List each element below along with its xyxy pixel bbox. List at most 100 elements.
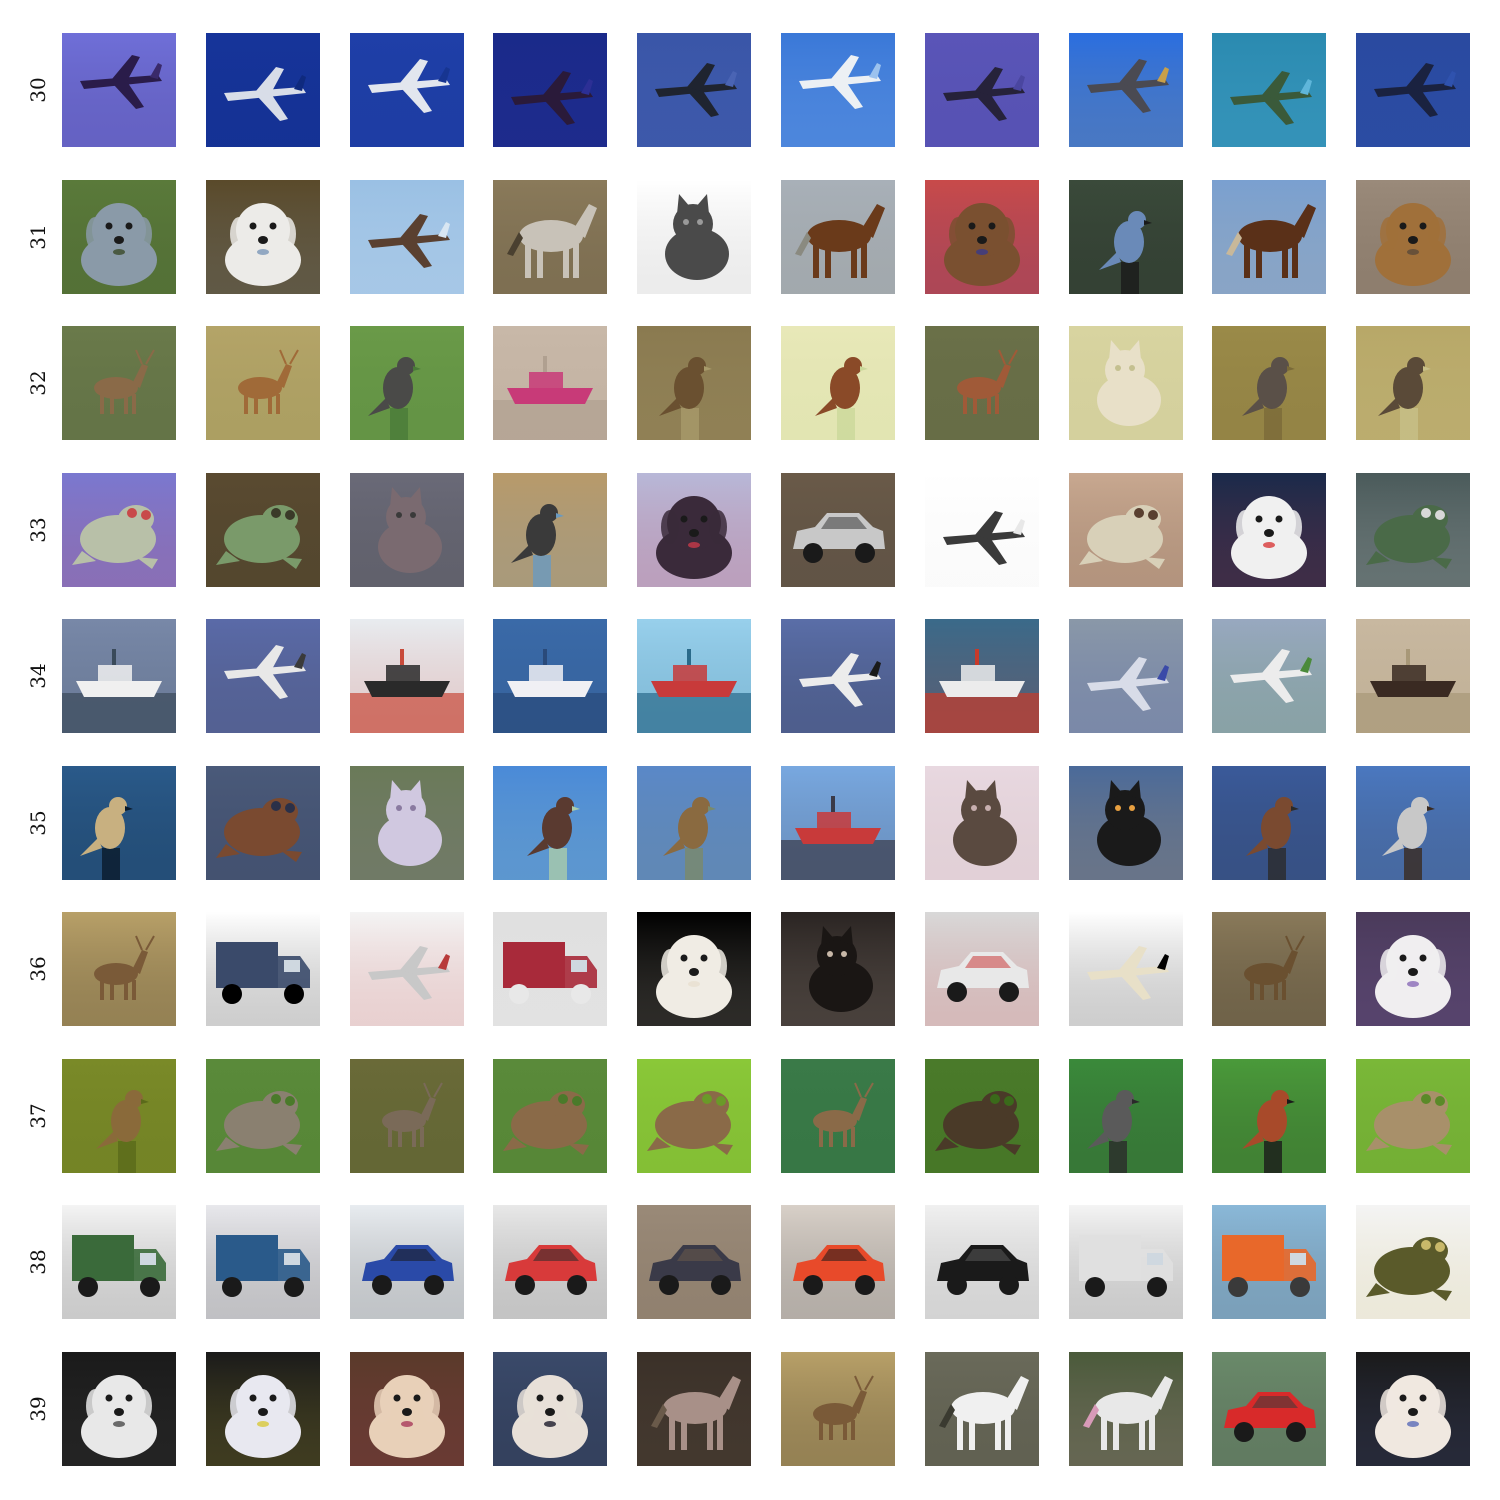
bird-thumbnail — [62, 1059, 176, 1173]
ship-thumbnail — [1356, 619, 1470, 733]
bird-thumbnail — [1212, 1059, 1326, 1173]
airplane-thumbnail — [350, 180, 464, 294]
image-tile — [1069, 619, 1183, 733]
dog-figure — [1375, 935, 1451, 1018]
airplane-figure — [1374, 63, 1456, 117]
truck-thumbnail — [493, 912, 607, 1026]
bird-figure — [1246, 797, 1299, 880]
cat-figure — [665, 194, 729, 280]
image-tile — [206, 473, 320, 587]
image-tile — [1356, 912, 1470, 1026]
bird-thumbnail — [493, 766, 607, 880]
image-tile — [925, 180, 1039, 294]
ship-thumbnail — [62, 619, 176, 733]
image-tile — [1356, 473, 1470, 587]
frog-figure — [647, 1091, 733, 1155]
airplane-figure — [799, 55, 881, 109]
deer-figure — [94, 935, 155, 1000]
dog-thumbnail — [637, 912, 751, 1026]
truck-figure — [72, 1235, 166, 1297]
row-label: 33 — [26, 516, 50, 543]
deer-thumbnail — [350, 1059, 464, 1173]
dog-thumbnail — [1356, 912, 1470, 1026]
dog-thumbnail — [206, 1352, 320, 1466]
image-tile — [350, 766, 464, 880]
cat-thumbnail — [1069, 766, 1183, 880]
image-tile — [1212, 766, 1326, 880]
bird-figure — [815, 357, 868, 440]
dog-thumbnail — [206, 180, 320, 294]
airplane-figure — [224, 67, 306, 121]
image-tile — [206, 180, 320, 294]
bird-thumbnail — [1356, 766, 1470, 880]
airplane-thumbnail — [1069, 619, 1183, 733]
image-tile — [62, 619, 176, 733]
image-tile — [1356, 766, 1470, 880]
dog-figure — [81, 203, 157, 286]
image-tile — [62, 33, 176, 147]
horse-figure — [507, 204, 597, 278]
image-tile — [493, 1059, 607, 1173]
horse-thumbnail — [781, 180, 895, 294]
bird-figure — [1242, 1090, 1295, 1173]
dog-figure — [944, 203, 1020, 286]
horse-thumbnail — [1069, 1352, 1183, 1466]
row-label: 38 — [26, 1249, 50, 1275]
ship-thumbnail — [493, 326, 607, 440]
deer-thumbnail — [206, 326, 320, 440]
image-tile — [1356, 619, 1470, 733]
dog-figure — [369, 1375, 445, 1458]
image-tile — [206, 326, 320, 440]
deer-figure — [813, 1375, 874, 1440]
frog-thumbnail — [493, 1059, 607, 1173]
image-tile — [62, 766, 176, 880]
horse-figure — [1226, 204, 1316, 278]
airplane-figure — [799, 653, 881, 707]
image-tile — [493, 473, 607, 587]
image-tile — [637, 1352, 751, 1466]
ship-figure — [925, 649, 1039, 733]
deer-thumbnail — [781, 1059, 895, 1173]
frog-thumbnail — [206, 766, 320, 880]
image-tile — [1212, 1352, 1326, 1466]
image-tile — [781, 1352, 895, 1466]
bird-thumbnail — [1212, 766, 1326, 880]
ship-figure — [493, 649, 607, 733]
bird-thumbnail — [350, 326, 464, 440]
automobile-thumbnail — [350, 1205, 464, 1319]
ship-figure — [493, 356, 607, 440]
ship-figure — [1356, 649, 1470, 733]
frog-thumbnail — [925, 1059, 1039, 1173]
image-tile — [350, 912, 464, 1026]
dog-figure — [1231, 496, 1307, 579]
airplane-figure — [368, 214, 450, 268]
deer-figure — [1244, 935, 1305, 1000]
image-tile — [925, 1205, 1039, 1319]
bird-figure — [511, 504, 564, 587]
image-tile — [925, 619, 1039, 733]
image-tile — [781, 619, 895, 733]
horse-thumbnail — [637, 1352, 751, 1466]
horse-thumbnail — [493, 180, 607, 294]
horse-figure — [795, 204, 885, 278]
horse-thumbnail — [1212, 180, 1326, 294]
deer-figure — [813, 1082, 874, 1147]
airplane-thumbnail — [1069, 33, 1183, 147]
image-tile — [637, 473, 751, 587]
airplane-thumbnail — [206, 619, 320, 733]
truck-thumbnail — [62, 1205, 176, 1319]
automobile-figure — [937, 952, 1029, 1002]
frog-thumbnail — [1356, 473, 1470, 587]
image-tile — [1356, 1059, 1470, 1173]
image-tile — [206, 619, 320, 733]
dog-figure — [512, 1375, 588, 1458]
horse-figure — [651, 1376, 741, 1450]
airplane-figure — [1087, 946, 1169, 1000]
image-tile — [493, 180, 607, 294]
image-tile — [1356, 33, 1470, 147]
truck-thumbnail — [206, 1205, 320, 1319]
deer-figure — [238, 349, 299, 414]
airplane-figure — [1087, 657, 1169, 711]
deer-thumbnail — [1212, 912, 1326, 1026]
